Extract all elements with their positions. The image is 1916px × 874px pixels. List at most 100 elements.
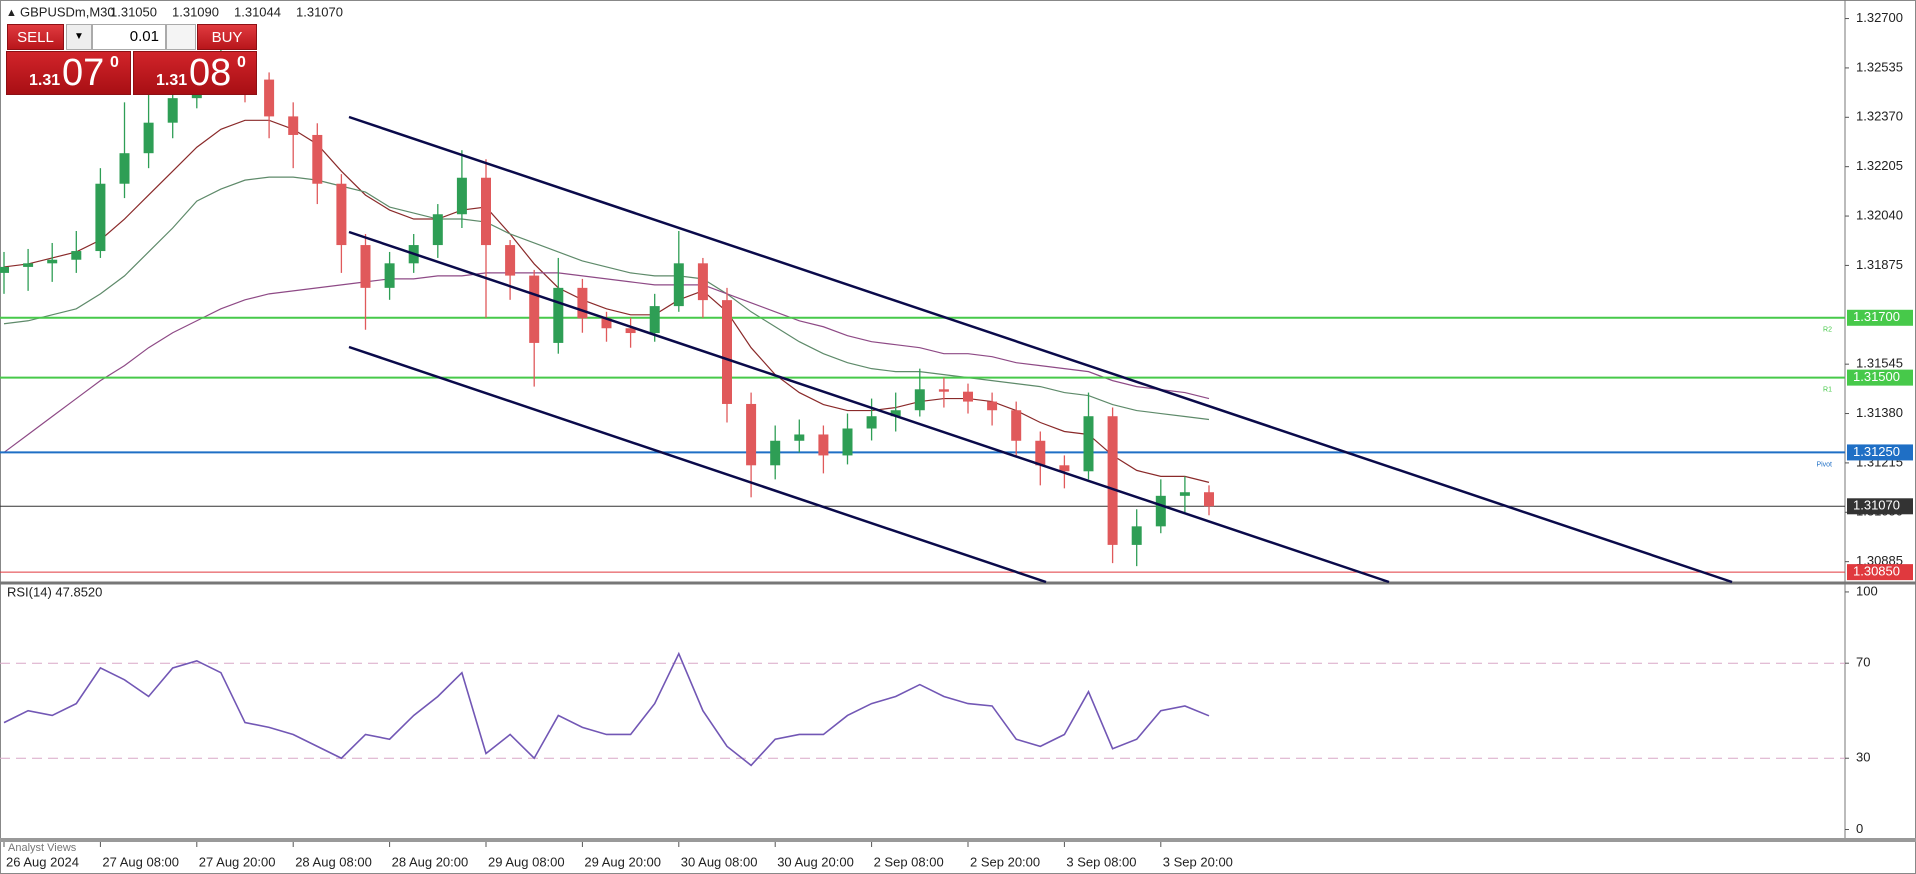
price-pips: 07	[62, 52, 105, 94]
level-label: 1.31250	[1853, 444, 1900, 459]
candle-body	[23, 263, 34, 267]
channel-line	[348, 230, 1390, 584]
x-tick-label: 2 Sep 20:00	[970, 854, 1040, 869]
candle-body	[456, 177, 467, 215]
candle-body	[722, 300, 732, 404]
candle-body	[890, 410, 901, 417]
moving-average	[3, 272, 1210, 453]
candle-body	[1131, 526, 1142, 545]
level-label: 1.31070	[1853, 498, 1900, 513]
candle-body	[119, 153, 130, 184]
quote: 1.31090	[172, 4, 219, 19]
sell-button[interactable]: SELL	[7, 24, 64, 50]
candle-body	[697, 263, 708, 301]
candle-body	[625, 328, 636, 334]
candle-body	[167, 98, 178, 123]
footer-tab: Analyst Views	[8, 842, 77, 854]
symbol-arrow: ▲	[6, 7, 17, 19]
candle-body	[529, 275, 540, 343]
level-label: 1.30850	[1853, 564, 1900, 579]
y-tick-label: 1.32370	[1856, 109, 1903, 124]
candle-body	[963, 391, 973, 402]
price-pips: 08	[189, 52, 232, 94]
candle-body	[1059, 465, 1070, 472]
candle-body	[264, 79, 275, 117]
sell-price[interactable]: 1.31 07 0	[6, 51, 131, 95]
channel-line	[348, 345, 1047, 584]
level-label-box	[1847, 369, 1913, 386]
candle-body	[746, 403, 757, 466]
y-tick-label: 1.32535	[1856, 59, 1903, 74]
candle-body	[553, 287, 564, 343]
buy-button[interactable]: BUY	[197, 24, 257, 50]
y-tick-label: 70	[1856, 655, 1870, 670]
x-tick-label: 3 Sep 20:00	[1163, 854, 1233, 869]
quote: 1.31044	[234, 4, 281, 19]
candle-body	[47, 259, 58, 264]
candle-body	[1083, 416, 1094, 472]
x-tick-label: 29 Aug 08:00	[488, 854, 565, 869]
y-tick-label: 1.31380	[1856, 405, 1903, 420]
candle-body	[1155, 495, 1166, 527]
level-label: 1.31500	[1853, 369, 1900, 384]
y-tick-label: 1.32700	[1856, 10, 1903, 25]
candle-body	[601, 318, 612, 329]
candle-body	[0, 266, 9, 273]
candle-body	[312, 134, 323, 184]
price-prefix: 1.31	[156, 72, 188, 89]
candle-body	[143, 122, 154, 154]
rsi-line	[3, 651, 1210, 767]
y-tick-label: 30	[1856, 750, 1870, 765]
candle-body	[360, 245, 371, 288]
level-label-box	[1847, 498, 1913, 515]
candle-body	[288, 116, 299, 135]
x-tick-label: 26 Aug 2024	[6, 854, 79, 869]
plot: 1.32700 1.32535 1.32370 1.32205 1.32040 1.318…	[0, 10, 1903, 836]
candle-body	[770, 440, 781, 466]
price-point: 0	[237, 54, 246, 71]
level-tag: R1	[1823, 386, 1832, 393]
candle-body	[336, 183, 347, 246]
lot-dropdown[interactable]: ▼	[66, 24, 92, 50]
level-tag: Pivot	[1816, 461, 1832, 468]
y-tick-label: 100	[1856, 583, 1878, 598]
channel-line	[348, 115, 1733, 584]
y-tick-label: 1.31875	[1856, 257, 1903, 272]
level-tag: R2	[1823, 327, 1832, 334]
moving-average	[3, 176, 1210, 421]
candle-body	[938, 389, 949, 392]
y-tick-label: 1.31545	[1856, 356, 1903, 371]
candle-body	[1011, 410, 1022, 441]
price-point: 0	[110, 54, 119, 71]
x-tick-label: 3 Sep 08:00	[1066, 854, 1136, 869]
candle-body	[914, 389, 925, 411]
lot-input[interactable]: 0.01	[92, 24, 166, 50]
level-label-box	[1847, 564, 1913, 581]
candle-body	[673, 263, 684, 307]
candle-body	[1204, 492, 1214, 507]
candle-body	[794, 434, 805, 441]
candle-body	[71, 251, 82, 260]
candle-body	[987, 401, 998, 411]
y-tick-label: 1.32040	[1856, 207, 1903, 222]
candle-body	[818, 434, 829, 456]
y-tick-label: 1.32205	[1856, 158, 1903, 173]
y-tick-label: 0	[1856, 821, 1863, 836]
x-tick-label: 27 Aug 20:00	[199, 854, 276, 869]
lot-spacer	[166, 24, 196, 50]
candle-body	[432, 214, 443, 246]
candle-body	[95, 183, 106, 252]
x-tick-label: 2 Sep 08:00	[874, 854, 944, 869]
x-tick-label: 27 Aug 08:00	[102, 854, 179, 869]
quote: 1.31070	[296, 4, 343, 19]
symbol: GBPUSDm,M30	[20, 4, 115, 19]
level-label-box	[1847, 444, 1913, 461]
candle-body	[866, 416, 877, 429]
moving-average	[3, 119, 1210, 483]
buy-price[interactable]: 1.31 08 0	[133, 51, 257, 95]
candle-body	[1179, 492, 1190, 496]
candle-body	[481, 177, 491, 246]
x-tick-label: 30 Aug 08:00	[681, 854, 758, 869]
